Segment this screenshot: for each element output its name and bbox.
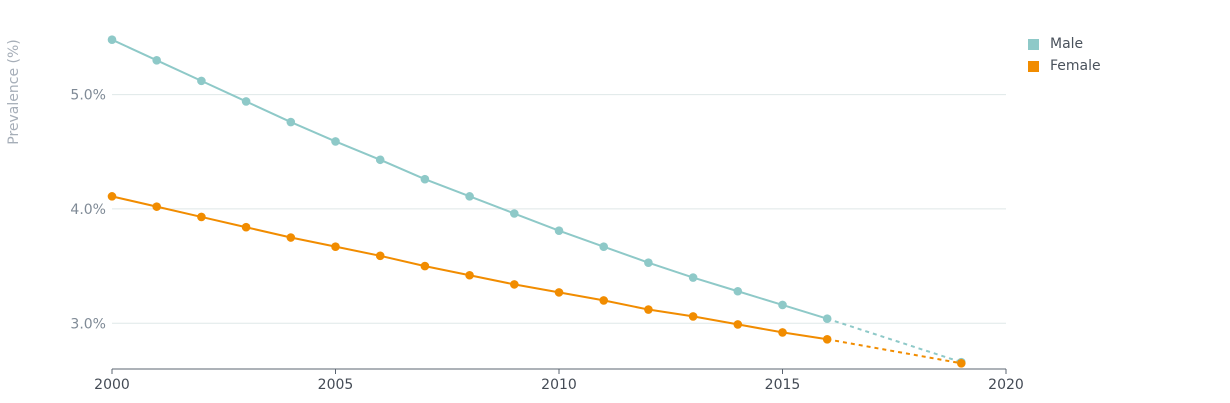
data-point-male-2001[interactable] bbox=[152, 56, 161, 65]
legend-item-female[interactable]: Female bbox=[1028, 55, 1218, 77]
data-point-female-2011[interactable] bbox=[599, 296, 608, 305]
legend-label-female: Female bbox=[1050, 58, 1101, 74]
data-point-male-2000[interactable] bbox=[107, 35, 117, 45]
data-point-male-2002[interactable] bbox=[197, 76, 206, 86]
y-axis: 3.0% 4.0% 5.0% bbox=[70, 88, 106, 333]
data-point-female-2012[interactable] bbox=[644, 305, 653, 314]
data-point-male-2003[interactable] bbox=[241, 97, 251, 106]
x-axis: 2000 2005 2010 2015 2020 bbox=[94, 368, 1024, 393]
legend-swatch-male bbox=[1028, 38, 1039, 50]
data-point-male-2008[interactable] bbox=[465, 192, 474, 201]
data-point-female-2009[interactable] bbox=[510, 280, 519, 289]
data-point-female-2016[interactable] bbox=[822, 334, 832, 344]
x-tick-label: 2020 bbox=[988, 377, 1024, 393]
data-point-female-2003[interactable] bbox=[241, 222, 251, 232]
data-point-female-2014[interactable] bbox=[733, 320, 743, 329]
x-tick-label: 2015 bbox=[765, 377, 801, 393]
data-point-male-2014[interactable] bbox=[733, 286, 743, 296]
y-tick-label: 5.0% bbox=[70, 88, 106, 104]
y-tick-label: 4.0% bbox=[70, 202, 106, 218]
data-point-male-2011[interactable] bbox=[599, 242, 608, 251]
legend-swatch-female bbox=[1028, 60, 1039, 72]
series-male bbox=[107, 35, 966, 367]
data-point-female-2007[interactable] bbox=[420, 261, 430, 271]
data-point-male-2010[interactable] bbox=[554, 226, 564, 235]
data-point-male-2012[interactable] bbox=[644, 258, 653, 267]
data-point-female-2005[interactable] bbox=[331, 242, 340, 251]
data-point-female-2013[interactable] bbox=[688, 312, 698, 321]
grid-lines bbox=[112, 94, 1006, 324]
data-point-female-2000[interactable] bbox=[107, 192, 117, 201]
data-point-female-2006[interactable] bbox=[375, 251, 385, 261]
data-point-female-2010[interactable] bbox=[554, 288, 564, 297]
x-tick-label: 2010 bbox=[541, 377, 577, 393]
data-point-male-2007[interactable] bbox=[420, 174, 430, 184]
series-female bbox=[107, 192, 966, 368]
series-projection-female bbox=[827, 338, 962, 365]
series-projection-male bbox=[826, 317, 962, 364]
legend-item-male[interactable]: Male bbox=[1028, 33, 1218, 55]
data-point-female-2004[interactable] bbox=[286, 233, 296, 242]
x-tick-label: 2000 bbox=[94, 377, 130, 393]
data-point-male-2016[interactable] bbox=[822, 314, 832, 323]
y-tick-label: 3.0% bbox=[70, 316, 106, 332]
data-point-male-2013[interactable] bbox=[688, 273, 698, 282]
data-point-female-2019[interactable] bbox=[957, 358, 966, 368]
x-tick-label: 2005 bbox=[318, 377, 354, 393]
data-point-male-2004[interactable] bbox=[286, 117, 296, 127]
legend: Male Female bbox=[1028, 33, 1218, 77]
y-axis-title: Prevalence (%) bbox=[6, 39, 22, 145]
data-point-male-2006[interactable] bbox=[375, 155, 385, 165]
data-point-female-2015[interactable] bbox=[778, 328, 787, 337]
legend-label-male: Male bbox=[1050, 36, 1084, 52]
data-point-female-2001[interactable] bbox=[152, 202, 161, 211]
series bbox=[107, 35, 966, 368]
data-point-male-2009[interactable] bbox=[510, 209, 519, 218]
series-line-female bbox=[111, 195, 828, 341]
data-point-male-2005[interactable] bbox=[331, 137, 340, 146]
data-point-female-2002[interactable] bbox=[197, 212, 206, 222]
data-point-female-2008[interactable] bbox=[465, 270, 474, 280]
data-point-male-2015[interactable] bbox=[778, 300, 787, 310]
